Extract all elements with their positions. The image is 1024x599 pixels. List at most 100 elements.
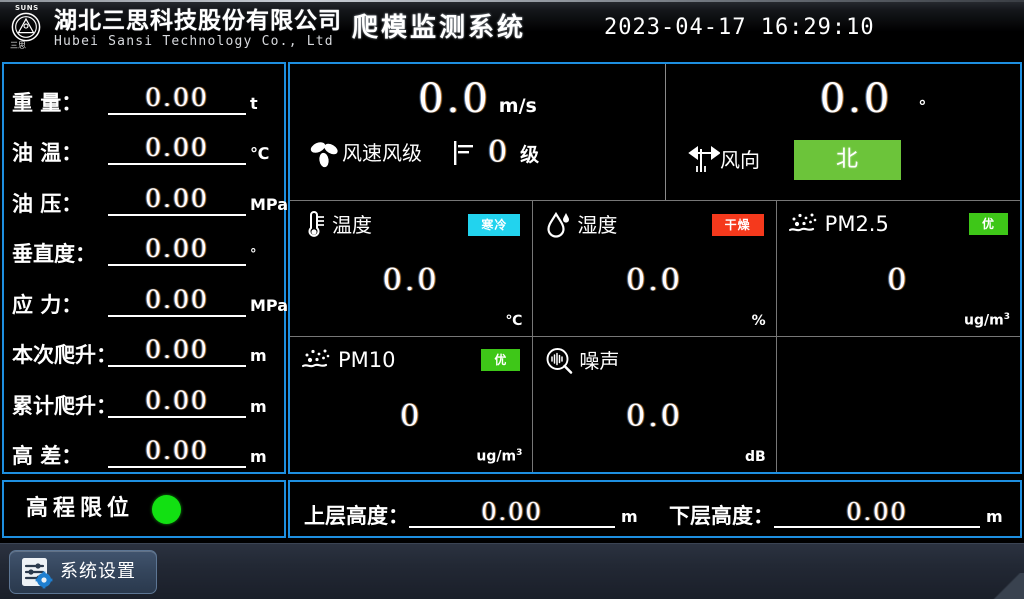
wind-direction-value: 0.0: [819, 76, 893, 122]
sensor-value-wrap: 0.0: [533, 399, 775, 435]
sensor-status-badge: 优: [481, 348, 521, 371]
sensor-header: 温度 寒冷: [302, 211, 524, 239]
sensor-value-wrap: 0: [777, 263, 1020, 299]
sensor-unit: %: [751, 312, 766, 329]
system-settings-button[interactable]: 系统设置: [9, 550, 157, 594]
measurement-row: 应 力： 0.00 MPa: [4, 268, 288, 319]
wind-direction-card: 0.0 °: [666, 64, 1020, 200]
measurement-row: 油 压： 0.00 MPa: [4, 167, 289, 218]
company-logo: SUNS 三思: [6, 4, 52, 54]
elevation-limit-label: 高程限位: [26, 496, 135, 521]
measurement-value-field[interactable]: 0.00: [108, 134, 246, 165]
sensor-grid: 温度 寒冷 0.0 ℃ 湿度 干燥 0.0% PM2.5 优 0 ug/m3 PM10 优 0 ug/m3 噪…: [290, 201, 1020, 472]
wind-direction-badge: 北: [794, 140, 902, 180]
sensor-value: 0.0: [626, 398, 683, 434]
sensor-card: 湿度 干燥 0.0%: [533, 201, 777, 337]
page-title: 爬模监测系统: [352, 13, 527, 43]
measurement-row: 高 差： 0.00 m: [4, 420, 284, 471]
measurement-value-field[interactable]: 0.00: [108, 336, 246, 367]
measurement-value-field[interactable]: 0.00: [108, 184, 246, 216]
wind-row: 0.0 m/s 风速风级: [290, 64, 1020, 201]
measurement-row: 垂直度： 0.00 °: [4, 218, 284, 269]
sensor-name: PM2.5: [824, 212, 889, 236]
measurement-unit: °: [250, 247, 257, 262]
sensor-value: 0.0: [382, 263, 440, 298]
measurement-row: 本次爬升： 0.00 m: [4, 319, 284, 370]
measurement-unit: m: [250, 447, 267, 466]
height-unit: m: [621, 507, 638, 526]
taskbar: 系统设置: [0, 543, 1024, 599]
measurement-row: 重 量： 0.00 t: [4, 66, 284, 117]
company-name-en: Hubei Sansi Technology Co., Ltd: [54, 34, 334, 49]
measurement-value-field[interactable]: 0.00: [108, 437, 246, 468]
measurement-value-field[interactable]: 0.00: [108, 284, 246, 317]
measurement-value-field[interactable]: 0.00: [108, 386, 246, 418]
environment-panel: 0.0 m/s 风速风级: [288, 62, 1022, 474]
measurement-label: 高 差：: [12, 444, 83, 468]
measurement-label: 本次爬升：: [12, 343, 117, 367]
sensor-value-wrap: 0.0: [533, 263, 775, 299]
fan-icon: [308, 138, 342, 168]
height-unit: m: [986, 507, 1003, 526]
wind-speed-reading: 0.0 m/s: [290, 76, 665, 122]
measurements-panel: 重 量： 0.00 t 油 温： 0.00 ℃ 油 压： 0.00 MPa 垂直度： 0.00 ° 应 …: [2, 62, 289, 474]
sensor-header: PM10 优: [302, 347, 524, 373]
logo-suns-text: SUNS: [15, 4, 39, 12]
elevation-limit-lamp: [152, 494, 182, 524]
heights-panel: 上层高度： 0.00 m 下层高度： 0.00 m: [288, 480, 1022, 538]
app-header: SUNS 三思 湖北三思科技股份有限公司 Hubei Sansi Technol…: [0, 0, 1024, 58]
height-label: 上层高度：: [304, 504, 409, 528]
noise-meter-icon: [545, 347, 573, 375]
sensor-unit: ug/m3: [964, 311, 1010, 329]
measurement-label: 累计爬升：: [12, 393, 117, 418]
sensor-status-badge: 干燥: [711, 214, 764, 236]
logo-sansi-text: 三思: [10, 41, 26, 50]
measurement-unit: m: [250, 346, 267, 365]
height-field-group: 下层高度： 0.00 m: [655, 499, 1020, 536]
sensor-name: 湿度: [577, 213, 618, 237]
wind-speed-unit: m/s: [498, 95, 537, 117]
measurement-label: 油 压：: [12, 191, 83, 216]
height-value-field[interactable]: 0.00: [774, 499, 980, 528]
dust-icon: [788, 211, 819, 237]
sensor-value: 0.0: [626, 263, 683, 298]
sensor-card: PM10 优 0 ug/m3: [290, 336, 534, 472]
wind-speed-value: 0.0: [418, 76, 491, 122]
measurement-label: 垂直度：: [12, 242, 96, 266]
measurement-unit: ℃: [250, 144, 270, 163]
measurement-unit: MPa: [250, 194, 289, 214]
thermometer-icon: [302, 211, 326, 239]
datetime-display: 2023-04-17 16:29:10: [604, 15, 875, 40]
height-value-field[interactable]: 0.00: [409, 499, 615, 528]
measurement-value-field[interactable]: 0.00: [108, 82, 246, 115]
height-value: 0.00: [846, 498, 908, 526]
sensor-name: 温度: [332, 213, 372, 237]
sensor-unit: ℃: [505, 312, 523, 329]
sensor-card: 温度 寒冷 0.0 ℃: [290, 201, 534, 337]
wind-direction-unit: °: [918, 97, 927, 116]
brand-block: SUNS 三思 湖北三思科技股份有限公司 Hubei Sansi Technol…: [6, 4, 342, 54]
measurement-label: 重 量：: [12, 90, 83, 115]
measurement-value: 0.00: [145, 82, 209, 112]
sensor-value-wrap: 0: [290, 399, 532, 435]
wind-level-icon: [452, 139, 478, 167]
measurement-label: 应 力：: [12, 292, 83, 317]
sensor-value: 0: [400, 398, 423, 434]
wind-level-value: 0: [488, 135, 511, 170]
measurement-value: 0.00: [145, 284, 209, 314]
sensor-header: PM2.5 优: [788, 211, 1012, 237]
dust-icon: [302, 347, 332, 373]
wind-level-reading: 0 级: [452, 136, 539, 170]
system-settings-label: 系统设置: [60, 561, 136, 582]
height-field-group: 上层高度： 0.00 m: [290, 499, 655, 536]
height-value: 0.00: [481, 498, 543, 526]
measurement-value-field[interactable]: 0.00: [108, 235, 246, 266]
height-label: 下层高度：: [669, 504, 774, 528]
desktop-corner-decoration: [990, 573, 1024, 599]
sensor-card: 噪声 0.0 dB: [533, 336, 777, 472]
sensor-card: PM2.5 优 0 ug/m3: [776, 201, 1020, 337]
sansi-emblem-icon: [11, 12, 41, 42]
measurement-unit: m: [250, 396, 267, 416]
sensor-status-badge: 优: [968, 213, 1008, 235]
